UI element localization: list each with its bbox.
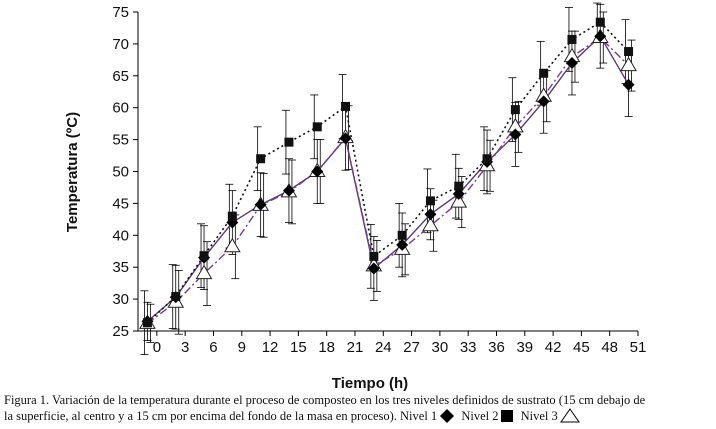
x-tick-label: 6 <box>209 339 217 356</box>
x-tick-label: 45 <box>573 339 590 356</box>
series-line-nivel-1 <box>146 35 630 322</box>
square-icon <box>501 410 514 422</box>
y-tick-label: 25 <box>112 323 129 340</box>
error-bars <box>140 2 636 356</box>
y-tick-label: 55 <box>112 132 129 149</box>
x-tick-label: 51 <box>630 339 647 356</box>
legend-nivel-1: Nivel 1 <box>400 409 458 423</box>
point-nivel-1 <box>396 238 409 251</box>
diamond-icon <box>440 409 455 423</box>
point-nivel-1 <box>311 165 324 178</box>
y-tick-label: 75 <box>112 4 129 21</box>
point-nivel-1 <box>509 128 522 141</box>
point-nivel-2 <box>595 17 605 27</box>
series-line-nivel-3 <box>146 36 630 324</box>
y-tick-label: 40 <box>112 227 129 244</box>
y-tick-label: 70 <box>112 36 129 53</box>
y-tick-label: 65 <box>112 68 129 85</box>
legend-label-nivel-1: Nivel 1 <box>400 409 438 423</box>
y-axis-title: Temperatura (ºC) <box>64 112 81 232</box>
caption-line-1: Figura 1. Variación de la temperatura du… <box>4 393 646 407</box>
point-nivel-3 <box>223 237 241 253</box>
legend-label-nivel-3: Nivel 3 <box>520 409 558 423</box>
series-markers <box>139 17 637 329</box>
x-tick-label: 24 <box>375 339 392 356</box>
legend-nivel-3: Nivel 3 <box>520 408 583 423</box>
point-nivel-1 <box>537 95 550 108</box>
point-nivel-2 <box>567 34 577 44</box>
point-nivel-3 <box>620 56 637 72</box>
point-nivel-2 <box>199 251 209 261</box>
point-nivel-2 <box>425 196 435 206</box>
point-nivel-2 <box>482 154 492 164</box>
y-tick-label: 50 <box>112 164 129 181</box>
x-tick-label: 33 <box>460 339 477 356</box>
point-nivel-1 <box>622 78 635 91</box>
legend-nivel-2: Nivel 2 <box>461 409 517 423</box>
caption-line-2: la superficie, al centro y a 15 cm por e… <box>4 408 714 424</box>
point-nivel-2 <box>397 230 407 240</box>
x-tick-label: 21 <box>347 339 364 356</box>
point-nivel-3 <box>195 264 213 280</box>
point-nivel-1 <box>282 184 295 197</box>
x-tick-label: 12 <box>262 339 279 356</box>
x-tick-label: 48 <box>601 339 618 356</box>
point-nivel-2 <box>539 68 549 78</box>
point-nivel-1 <box>424 208 437 221</box>
point-nivel-2 <box>142 318 152 328</box>
point-nivel-2 <box>454 181 464 191</box>
x-tick-label: 42 <box>545 339 562 356</box>
point-nivel-2 <box>624 47 634 57</box>
x-tick-label: 3 <box>181 339 189 356</box>
x-tick-label: 27 <box>403 339 420 356</box>
x-tick-label: 15 <box>290 339 307 356</box>
x-tick-label: 36 <box>488 339 505 356</box>
point-nivel-1 <box>254 198 267 211</box>
series-lines <box>146 21 630 324</box>
point-nivel-1 <box>594 30 607 43</box>
y-tick-label: 35 <box>112 259 129 276</box>
point-nivel-2 <box>510 105 520 115</box>
point-nivel-2 <box>341 101 351 111</box>
point-nivel-1 <box>367 262 380 275</box>
x-tick-label: 18 <box>318 339 335 356</box>
y-tick-label: 45 <box>112 195 129 212</box>
x-tick-label: 30 <box>432 339 449 356</box>
point-nivel-2 <box>227 211 237 221</box>
x-tick-label: 39 <box>516 339 533 356</box>
point-nivel-2 <box>171 292 181 302</box>
point-nivel-3 <box>422 216 439 232</box>
point-nivel-2 <box>369 251 379 261</box>
point-nivel-1 <box>339 132 352 145</box>
point-nivel-1 <box>452 187 465 200</box>
point-nivel-3 <box>450 193 468 208</box>
x-tick-label: 0 <box>153 339 161 356</box>
legend-label-nivel-2: Nivel 2 <box>461 409 499 423</box>
triangle-icon <box>559 408 580 423</box>
y-axis-ticks: 25 30 35 40 45 50 55 60 65 70 75 <box>112 4 138 340</box>
series-line-nivel-2 <box>146 21 630 324</box>
y-tick-label: 30 <box>112 291 129 308</box>
figure-caption: Figura 1. Variación de la temperatura du… <box>4 392 714 424</box>
caption-line-2-text: la superficie, al centro y a 15 cm por e… <box>4 409 401 423</box>
x-tick-label: 9 <box>238 339 246 356</box>
point-nivel-1 <box>565 57 578 70</box>
point-nivel-2 <box>284 137 294 147</box>
y-tick-label: 60 <box>112 100 129 117</box>
point-nivel-2 <box>256 154 266 164</box>
x-axis-title: Tiempo (h) <box>332 375 408 392</box>
point-nivel-2 <box>312 122 322 132</box>
x-axis-ticks: 0 3 6 9 12 15 18 21 24 27 30 33 36 39 42 45 48 51 <box>153 331 647 356</box>
axes <box>137 12 638 332</box>
